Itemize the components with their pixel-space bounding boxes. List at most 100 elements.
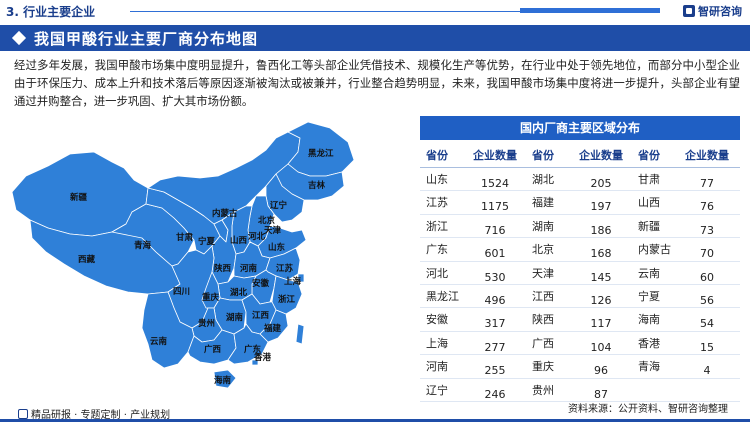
count-cell: 117 [590, 317, 612, 331]
table-row: 河南 255 重庆 96 青海 4 [420, 355, 740, 379]
label-neimenggu: 内蒙古 [212, 208, 238, 219]
label-shanghai: 上海 [284, 276, 302, 287]
province-cell: 安徽 [426, 313, 448, 327]
col-header-province: 省份 [426, 149, 448, 162]
count-cell: 87 [594, 387, 608, 401]
province-cell: 江西 [532, 289, 554, 303]
table-row: 黑龙江 496 江西 126 宁夏 56 [420, 285, 740, 309]
count-cell: 70 [700, 247, 714, 261]
table-row: 上海 277 广西 104 香港 15 [420, 332, 740, 356]
label-heilongjiang: 黑龙江 [308, 148, 334, 159]
count-cell: 205 [590, 177, 612, 190]
count-cell: 530 [484, 270, 506, 284]
label-fujian: 福建 [263, 323, 282, 334]
province-cell: 甘肃 [638, 173, 660, 186]
col-header-count: 企业数量 [685, 149, 729, 162]
map-labels: 黑龙江 吉林 辽宁 内蒙古 新疆 北京 天津 河北 山西 宁夏 甘肃 青海 西藏… [70, 148, 334, 386]
count-cell: 197 [590, 200, 612, 214]
col-header-count: 企业数量 [579, 149, 623, 162]
table-row: 浙江 716 湖南 186 新疆 73 [420, 215, 740, 239]
label-hongkong: 香港 [253, 352, 272, 363]
province-cell: 陕西 [532, 313, 554, 327]
count-cell: 1175 [481, 200, 509, 214]
province-cell: 江苏 [426, 196, 448, 210]
count-cell: 126 [590, 293, 612, 307]
count-cell: 246 [484, 387, 506, 401]
province-cell: 新疆 [638, 219, 660, 233]
count-cell: 186 [590, 223, 612, 237]
count-cell: 60 [700, 270, 714, 284]
province-cell: 天津 [532, 266, 554, 280]
label-anhui: 安徽 [252, 278, 270, 289]
data-source: 资料来源：公开资料、智研咨询整理 [568, 404, 728, 415]
brand: 智研咨询 [683, 3, 742, 19]
label-xinjiang: 新疆 [70, 192, 88, 203]
province-cell: 湖南 [532, 219, 554, 233]
title-banner: 我国甲酸行业主要厂商分布地图 [0, 25, 750, 51]
province-cell [632, 379, 676, 401]
label-xizang: 西藏 [78, 254, 96, 265]
province-cell: 北京 [532, 243, 554, 257]
table-header: 省份 企业数量 省份 企业数量 省份 企业数量 [420, 144, 740, 168]
count-cell: 255 [484, 364, 506, 378]
china-map: 黑龙江 吉林 辽宁 内蒙古 新疆 北京 天津 河北 山西 宁夏 甘肃 青海 西藏… [8, 116, 360, 398]
top-bar: 3. 行业主要企业 智研咨询 [0, 0, 750, 22]
province-cell: 辽宁 [426, 383, 448, 397]
province-cell: 上海 [426, 336, 448, 350]
count-cell: 76 [700, 200, 714, 214]
page-title: 我国甲酸行业主要厂商分布地图 [34, 29, 259, 48]
footer-tagline: 精品研报 · 专题定制 · 产业规划 [18, 406, 170, 421]
report-icon [18, 408, 28, 419]
distribution-table: 省份 企业数量 省份 企业数量 省份 企业数量 山东 1524 湖北 205 甘… [420, 144, 740, 402]
footer-bar [0, 419, 750, 422]
count-cell: 4 [703, 364, 711, 378]
label-guangxi: 广西 [204, 344, 222, 355]
footer: 精品研报 · 专题定制 · 产业规划 资料来源：公开资料、智研咨询整理 [0, 404, 750, 422]
header-divider [130, 11, 660, 12]
province-cell: 贵州 [532, 383, 554, 397]
count-cell: 496 [484, 293, 506, 307]
province-cell: 福建 [532, 196, 554, 210]
label-guizhou: 贵州 [198, 318, 215, 329]
province-cell: 香港 [638, 336, 660, 350]
footer-tagline-text: 精品研报 · 专题定制 · 产业规划 [31, 410, 171, 421]
province-cell: 山东 [426, 173, 448, 186]
province-cell: 河北 [426, 266, 448, 280]
label-chongqing: 重庆 [202, 292, 220, 303]
label-jilin: 吉林 [308, 180, 326, 191]
province-cell: 山西 [638, 196, 660, 210]
label-qinghai: 青海 [134, 240, 152, 251]
label-jiangsu: 江苏 [276, 263, 294, 274]
province-cell: 海南 [638, 313, 660, 327]
count-cell: 77 [700, 177, 714, 190]
count-cell: 277 [484, 340, 506, 354]
table-row: 辽宁 246 贵州 87 [420, 379, 740, 402]
count-cell [676, 379, 738, 401]
section-title: 3. 行业主要企业 [6, 5, 96, 19]
col-header-province: 省份 [638, 149, 660, 162]
count-cell: 716 [484, 223, 506, 237]
brand-logo-icon [683, 5, 695, 17]
label-hebei: 河北 [248, 231, 266, 242]
count-cell: 601 [484, 247, 506, 261]
label-hunan: 湖南 [226, 312, 244, 323]
label-tianjin: 天津 [264, 225, 282, 236]
count-cell: 145 [590, 270, 612, 284]
count-cell: 1524 [481, 177, 509, 190]
label-gansu: 甘肃 [176, 232, 194, 243]
table-row: 河北 530 天津 145 云南 60 [420, 262, 740, 285]
table-row: 安徽 317 陕西 117 海南 54 [420, 308, 740, 332]
table-title: 国内厂商主要区域分布 [420, 116, 740, 140]
table-row: 江苏 1175 福建 197 山西 76 [420, 191, 740, 215]
province-cell: 广西 [532, 336, 554, 350]
label-hubei: 湖北 [230, 287, 248, 298]
province-cell: 云南 [638, 266, 660, 280]
label-liaoning: 辽宁 [270, 200, 288, 211]
col-header-province: 省份 [532, 149, 554, 162]
label-jiangxi: 江西 [252, 310, 270, 321]
province-cell: 宁夏 [638, 289, 660, 303]
province-cell: 浙江 [426, 219, 448, 233]
intro-paragraph: 经过多年发展，我国甲酸市场集中度明显提升，鲁西化工等头部企业凭借技术、规模化生产… [14, 58, 740, 108]
label-henan: 河南 [240, 263, 258, 274]
label-hainan: 海南 [214, 375, 232, 386]
